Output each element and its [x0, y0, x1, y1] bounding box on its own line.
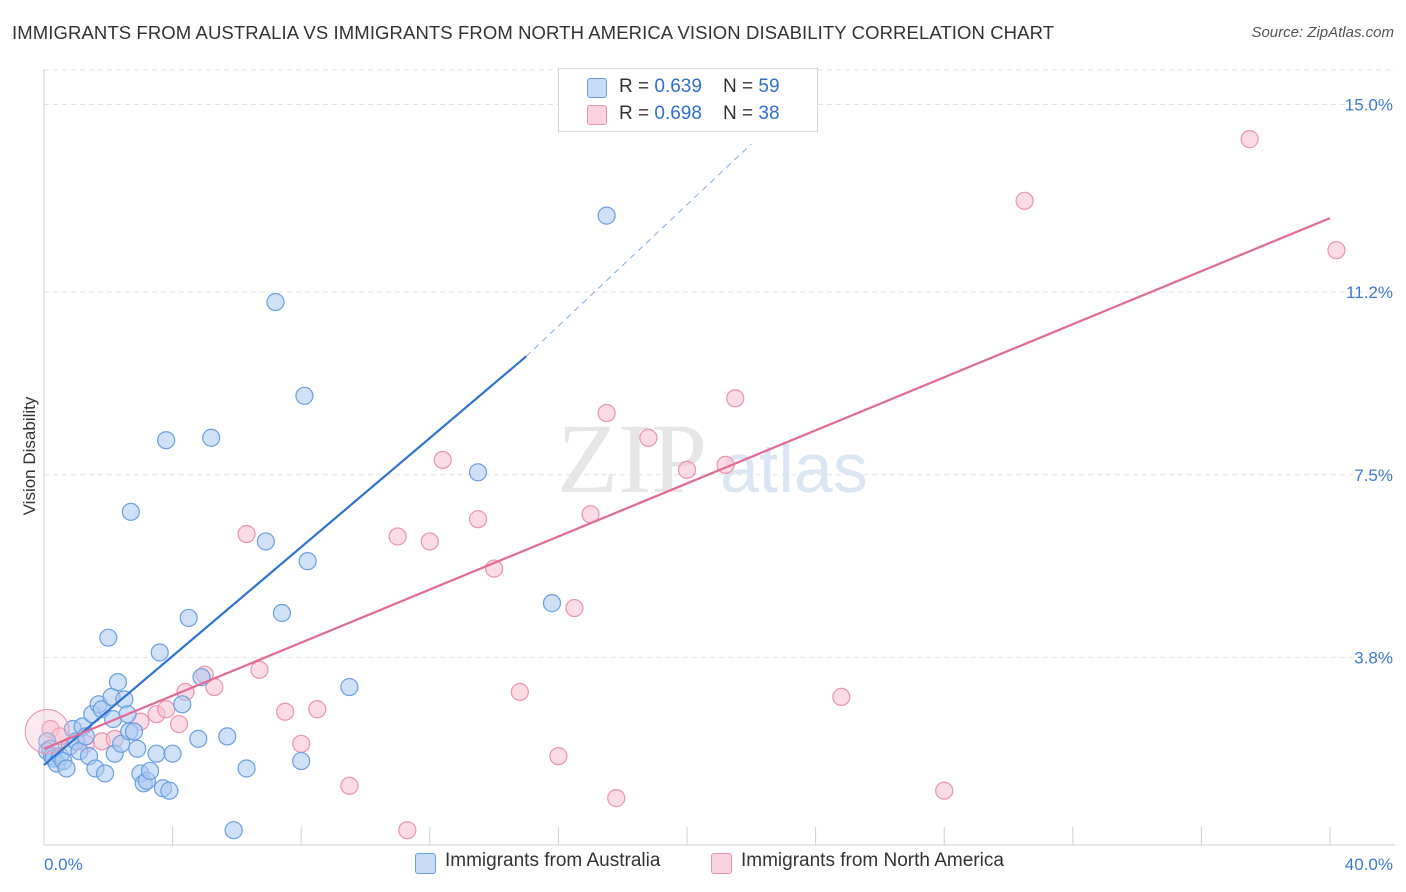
point-north-america: [510, 682, 529, 702]
trend-line-australia: [43, 355, 527, 766]
point-australia: [256, 532, 275, 551]
point-australia: [179, 608, 198, 628]
trend-layer: [43, 143, 1331, 766]
grid-layer: [44, 69, 1395, 658]
y-tick-label: 11.2%: [1346, 283, 1393, 302]
point-north-america: [607, 789, 626, 808]
bottom-legend-swatch-north-america: [711, 853, 732, 874]
point-australia: [189, 729, 208, 748]
point-australia: [298, 552, 317, 571]
point-north-america: [935, 781, 954, 800]
point-australia: [202, 428, 221, 447]
point-north-america: [639, 428, 658, 447]
point-north-america: [597, 403, 616, 423]
point-north-america: [565, 598, 584, 618]
point-australia: [121, 502, 140, 521]
point-australia: [218, 727, 237, 746]
point-australia: [57, 759, 76, 778]
y-axis-label: Vision Disability: [20, 396, 39, 515]
legend-swatch-north-america: [587, 105, 607, 125]
stats-legend: R = 0.639 N = 59 R = 0.698 N = 38: [558, 68, 818, 132]
y-tick-label: 15.0%: [1345, 96, 1393, 115]
point-australia: [147, 744, 166, 763]
bottom-legend-swatch-australia: [415, 853, 436, 874]
point-north-america: [832, 687, 851, 707]
chart-title: IMMIGRANTS FROM AUSTRALIA VS IMMIGRANTS …: [12, 22, 1055, 43]
point-australia: [150, 643, 169, 662]
point-australia: [108, 673, 128, 692]
trend-line-australia-extension: [525, 143, 752, 357]
point-north-america: [308, 700, 327, 719]
point-australia: [224, 821, 243, 840]
point-australia: [542, 594, 562, 613]
point-north-america: [549, 747, 568, 766]
point-north-america: [398, 821, 417, 840]
point-australia: [157, 431, 176, 450]
point-north-america: [1327, 241, 1346, 260]
point-north-america: [340, 776, 359, 795]
point-australia: [99, 628, 118, 647]
bottom-legend-label-australia: Immigrants from Australia: [445, 850, 661, 871]
y-tick-label: 3.8%: [1354, 648, 1393, 667]
trend-line-north-america: [43, 217, 1331, 750]
y-tick-label: 7.5%: [1354, 466, 1393, 485]
x-tick-label-max: 40.0%: [1345, 855, 1393, 874]
watermark-zip: ZIP: [557, 403, 707, 514]
watermark: ZIP atlas: [557, 403, 868, 514]
point-australia: [173, 695, 192, 714]
watermark-atlas: atlas: [720, 429, 868, 507]
point-north-america: [276, 702, 295, 721]
point-australia: [95, 764, 115, 783]
point-australia: [597, 206, 616, 225]
point-north-america: [1015, 191, 1034, 210]
point-australia: [163, 744, 182, 763]
point-australia: [292, 751, 311, 771]
point-australia: [160, 781, 179, 800]
point-australia: [340, 677, 359, 697]
point-north-america: [420, 532, 439, 551]
source-note: Source: ZipAtlas.com: [1251, 24, 1394, 41]
point-australia: [140, 761, 160, 781]
point-north-america: [388, 527, 407, 546]
point-australia: [115, 690, 134, 709]
point-north-america: [237, 524, 256, 544]
point-australia: [272, 603, 292, 623]
point-australia: [468, 463, 488, 482]
point-australia: [124, 722, 144, 741]
point-north-america: [250, 660, 269, 679]
point-australia: [237, 759, 256, 778]
bottom-legend-label-north-america: Immigrants from North America: [741, 850, 1004, 871]
point-australia: [266, 292, 285, 312]
point-north-america: [292, 734, 311, 753]
x-tick-label-min: 0.0%: [44, 855, 83, 874]
axis-layer: 3.8% 7.5% 11.2% 15.0%: [43, 70, 1395, 846]
point-north-america: [726, 389, 745, 408]
point-north-america: [1240, 130, 1259, 149]
point-north-america: [157, 700, 176, 719]
point-north-america: [468, 510, 488, 529]
point-australia: [295, 386, 314, 405]
legend-swatch-australia: [587, 78, 607, 98]
point-north-america: [433, 450, 452, 470]
point-north-america: [677, 460, 697, 479]
point-australia: [128, 739, 147, 758]
point-north-america: [169, 714, 189, 734]
